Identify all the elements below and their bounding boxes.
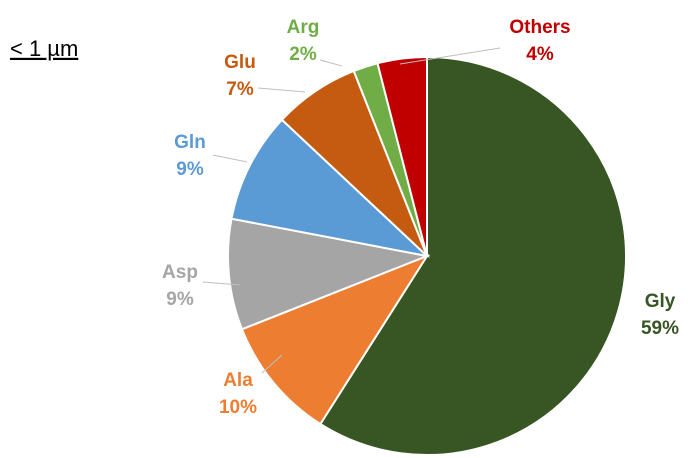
slice-label: Gly: [645, 291, 676, 312]
pie-slice: [227, 217, 431, 331]
slice-label: Gln: [174, 132, 206, 153]
slice-label: Glu: [224, 52, 256, 73]
leader-line: [212, 154, 248, 163]
pie-slice: [230, 118, 431, 258]
slice-value-label: 7%: [226, 79, 254, 100]
pie-slice: [376, 55, 428, 257]
leader-line: [319, 59, 343, 67]
leader-line: [261, 354, 283, 374]
leader-line: [399, 47, 501, 65]
slice-value-label: 59%: [641, 318, 679, 339]
slice-label: Asp: [162, 262, 198, 283]
leader-line: [202, 281, 241, 286]
leader-line: [257, 87, 306, 93]
pie-slice: [240, 253, 430, 426]
slice-value-label: 9%: [176, 159, 204, 180]
slice-value-label: 10%: [219, 397, 257, 418]
slice-label: Ala: [223, 370, 253, 391]
slice-value-label: 9%: [166, 289, 194, 310]
slice-label: Arg: [287, 17, 320, 38]
slice-label: Others: [509, 17, 570, 38]
chart-title: < 1 µm: [10, 36, 78, 61]
slice-value-label: 4%: [526, 44, 554, 65]
slice-value-label: 2%: [289, 44, 317, 65]
pie-slice: [318, 55, 627, 456]
